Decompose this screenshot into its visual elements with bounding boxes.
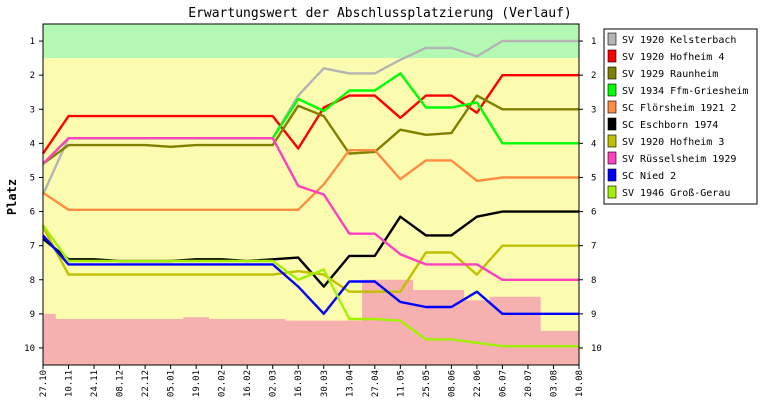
legend-label: SV 1946 Groß-Gerau <box>622 188 730 199</box>
legend-swatch <box>607 168 617 182</box>
x-tick-label: 22.12 <box>141 370 151 397</box>
y-tick-label-right: 2 <box>591 71 596 81</box>
legend-label: SV 1920 Hofheim 3 <box>622 137 724 148</box>
series-lines <box>41 39 579 348</box>
x-tick-label: 16.02 <box>243 370 253 397</box>
y-tick-label-right: 8 <box>591 276 596 286</box>
x-tick-label: 08.06 <box>447 370 457 397</box>
legend-swatch <box>607 49 617 63</box>
series-line-2 <box>42 94 579 165</box>
plot-frame <box>42 23 580 366</box>
series-line-9 <box>42 224 579 348</box>
legend-box <box>603 28 758 205</box>
y-tick-label-left: 5 <box>30 173 35 183</box>
legend: SV 1920 Kelsterbach SV 1920 Hofheim 4 SV 1… <box>603 28 758 205</box>
x-tick-label: 13.04 <box>345 370 355 397</box>
legend-swatch <box>607 134 617 148</box>
legend-swatch <box>607 151 617 165</box>
y-tick-label-left: 3 <box>30 105 35 115</box>
x-tick-label: 05.01 <box>167 370 177 397</box>
x-tick-label: 10.11 <box>65 370 75 397</box>
x-tick-label: 27.04 <box>371 370 381 397</box>
x-tick-label: 10.08 <box>575 370 585 397</box>
y-tick-label-right: 1 <box>591 37 596 47</box>
x-tick-label: 16.03 <box>294 370 304 397</box>
chart-title: Erwartungswert der Abschlussplatzierung … <box>188 6 572 21</box>
legend-swatch <box>607 185 617 199</box>
y-tick-label-left: 1 <box>30 37 35 47</box>
y-tick-label-left: 8 <box>30 276 35 286</box>
legend-label: SV 1929 Raunheim <box>622 69 718 80</box>
y-axis-label: Platz <box>5 179 19 215</box>
x-tick-label: 06.07 <box>498 370 508 397</box>
legend-label: SC Flörsheim 1921 2 <box>622 103 736 114</box>
legend-swatch <box>607 83 617 97</box>
x-tick-label: 02.03 <box>269 370 279 397</box>
x-tick-label: 24.11 <box>90 370 100 397</box>
x-tick-label: 25.05 <box>422 370 432 397</box>
y-tick-label-right: 9 <box>591 310 596 320</box>
x-tick-label: 27.10 <box>39 370 49 397</box>
legend-label: SC Nied 2 <box>622 171 676 182</box>
series-line-6 <box>41 226 579 293</box>
x-tick-label: 19.01 <box>192 370 202 397</box>
y-tick-label-left: 10 <box>24 344 35 354</box>
y-tick-label-right: 4 <box>591 139 596 149</box>
band-0 <box>43 24 579 59</box>
legend-label: SV Rüsselsheim 1929 <box>622 154 736 165</box>
legend-label: SV 1934 Ffm-Griesheim <box>622 86 748 97</box>
y-tick-label-right: 6 <box>591 208 596 218</box>
x-tick-label: 11.05 <box>396 370 406 397</box>
legend-swatch <box>607 117 617 131</box>
relegation-area <box>43 279 579 365</box>
legend-swatch <box>607 100 617 114</box>
legend-label: SV 1920 Hofheim 4 <box>622 52 724 63</box>
legend-swatch <box>607 66 617 80</box>
y-tick-label-right: 7 <box>591 242 596 252</box>
y-tick-label-right: 3 <box>591 105 596 115</box>
x-tick-label: 22.06 <box>473 370 483 397</box>
legend-swatch <box>607 32 617 46</box>
x-tick-label: 03.08 <box>549 370 559 397</box>
series-line-7 <box>42 136 579 281</box>
x-tick-label: 02.02 <box>218 370 228 397</box>
relegation-zone <box>43 279 579 365</box>
y-tick-label-left: 2 <box>30 71 35 81</box>
y-tick-label-left: 9 <box>30 310 35 320</box>
y-ticks-right: 1 2 3 4 5 6 7 8 9 10 <box>579 37 602 354</box>
y-tick-label-left: 4 <box>30 139 35 149</box>
y-tick-label-right: 5 <box>591 173 596 183</box>
y-tick-label-left: 6 <box>30 208 35 218</box>
x-tick-label: 30.03 <box>320 370 330 397</box>
y-ticks-left: 1 2 3 4 5 6 7 8 9 10 <box>24 37 43 354</box>
x-tick-label: 20.07 <box>524 370 534 397</box>
series-line-4 <box>42 148 579 212</box>
x-ticks: 27.10 10.11 24.11 08.12 22.12 05.01 19.01 02.02… <box>39 365 585 397</box>
legend-label: SV 1920 Kelsterbach <box>622 35 736 46</box>
y-tick-label-left: 7 <box>30 242 35 252</box>
y-tick-label-right: 10 <box>591 344 602 354</box>
series-line-1 <box>42 73 579 155</box>
x-tick-label: 08.12 <box>116 370 126 397</box>
legend-label: SC Eschborn 1974 <box>622 120 718 131</box>
series-line-8 <box>42 234 579 315</box>
